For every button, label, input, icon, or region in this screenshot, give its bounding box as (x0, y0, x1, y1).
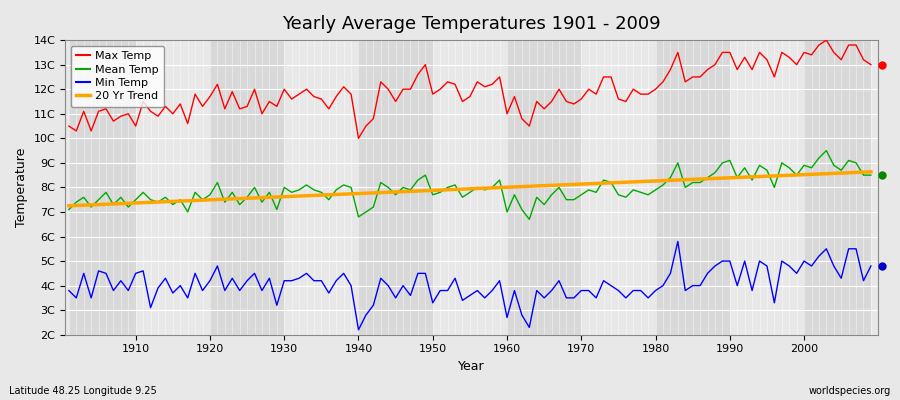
Y-axis label: Temperature: Temperature (15, 148, 28, 227)
Legend: Max Temp, Mean Temp, Min Temp, 20 Yr Trend: Max Temp, Mean Temp, Min Temp, 20 Yr Tre… (71, 46, 165, 107)
Title: Yearly Average Temperatures 1901 - 2009: Yearly Average Temperatures 1901 - 2009 (283, 15, 662, 33)
Bar (730, 40, 804, 335)
Bar (655, 40, 730, 335)
Bar (69, 40, 136, 335)
Bar (507, 40, 581, 335)
Bar (433, 40, 507, 335)
Bar (284, 40, 358, 335)
Text: worldspecies.org: worldspecies.org (809, 386, 891, 396)
Bar (358, 40, 433, 335)
X-axis label: Year: Year (458, 360, 485, 373)
Bar (210, 40, 284, 335)
Bar (804, 40, 871, 335)
Bar (581, 40, 655, 335)
Text: Latitude 48.25 Longitude 9.25: Latitude 48.25 Longitude 9.25 (9, 386, 157, 396)
Bar (136, 40, 210, 335)
